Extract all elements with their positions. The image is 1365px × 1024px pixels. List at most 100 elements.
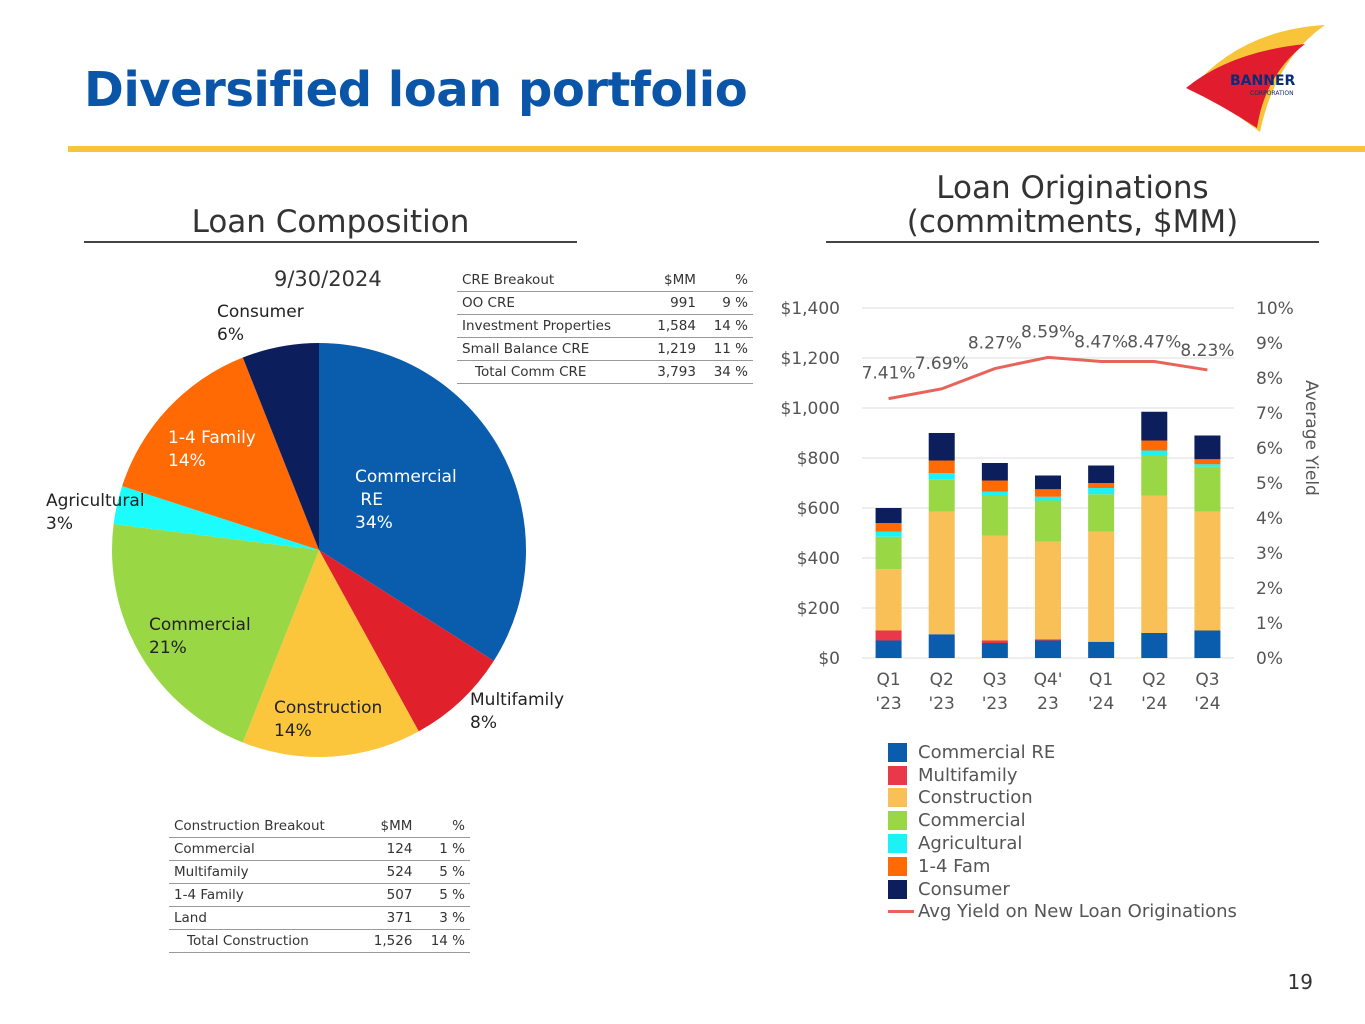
y2-tick-label: 3% (1256, 544, 1283, 564)
bar-segment (1035, 496, 1061, 501)
bar-segment (1141, 455, 1168, 496)
legend-swatch (888, 834, 907, 854)
pie-label-1-4-family: 1-4 Family 14% (168, 427, 256, 473)
table-cell: 524 (386, 864, 413, 880)
legend-label: 1-4 Fam (918, 855, 991, 877)
bar-segment (1088, 488, 1115, 495)
x-tick-label: '23 (982, 694, 1008, 714)
table-cell: Small Balance CRE (462, 341, 590, 357)
table-cell: 507 (386, 887, 413, 903)
y-tick-label: $1,200 (781, 349, 840, 369)
legend-line-swatch (888, 910, 914, 914)
bar-segment (981, 463, 1008, 481)
y-tick-label: $1,400 (781, 299, 840, 319)
y-tick-label: $600 (797, 499, 840, 519)
chart-legend: Commercial RE Multifamily Construction C… (888, 741, 1237, 923)
table-cell: 14 % (430, 933, 465, 949)
table-header: CRE Breakout (462, 272, 555, 288)
bar-segment (1194, 464, 1221, 467)
bar-segment (1035, 500, 1061, 542)
banner-logo: BANNER CORPORATION (1186, 25, 1325, 132)
yield-data-label: 8.23% (1180, 341, 1234, 361)
legend-swatch (888, 742, 907, 762)
x-tick-label: Q4' (1034, 670, 1063, 690)
y2-tick-label: 6% (1256, 439, 1283, 459)
bar-segment (875, 630, 902, 641)
bar-segment (928, 473, 955, 480)
pie-label-construction-pct: 14% (274, 721, 312, 741)
x-tick-label: '23 (929, 694, 955, 714)
bar-segment (928, 460, 955, 473)
table-header: $MM (664, 272, 696, 288)
pie-slice-2 (242, 550, 419, 757)
pie-label-construction: Construction 14% (274, 697, 382, 743)
loan-composition-title: Loan Composition (191, 204, 470, 240)
table-header: % (735, 272, 748, 288)
table-cell: 3,793 (657, 364, 696, 380)
yield-data-label: 8.27% (968, 334, 1022, 354)
pie-slice-1 (319, 550, 494, 732)
table-cell: Commercial (174, 841, 255, 857)
table-cell: 991 (670, 295, 696, 311)
table-cell: 1,219 (657, 341, 696, 357)
pie-label-multifamily: Multifamily 8% (470, 689, 564, 735)
bar-segment (981, 535, 1008, 641)
table-cell: 1,526 (373, 933, 413, 949)
x-tick-label: Q3 (1195, 670, 1219, 690)
pie-label-1-4-family-name: 1-4 Family (168, 428, 256, 448)
yield-data-label: 8.47% (1127, 333, 1181, 353)
bar-segment (1194, 466, 1221, 512)
legend-label: Avg Yield on New Loan Originations (918, 901, 1237, 923)
legend-item-1-4-fam: 1-4 Fam (888, 855, 1237, 878)
bar-segment (928, 511, 955, 635)
bar-segment (1035, 640, 1061, 658)
legend-label: Commercial RE (918, 741, 1056, 763)
bar-segment (875, 536, 902, 570)
table-row: Land 371 3 % (169, 907, 470, 930)
table-row: OO CRE 991 9 % (457, 292, 753, 315)
loan-originations-title-line2: (commitments, $MM) (906, 204, 1239, 240)
pie-label-consumer-name: Consumer (217, 302, 304, 322)
pie-label-commercial-re: Commercial RE 34% (355, 466, 457, 535)
table-cell: 5 % (439, 864, 465, 880)
bar-segment (875, 640, 902, 658)
pie-label-consumer-pct: 6% (217, 325, 244, 345)
y-tick-label: $400 (797, 549, 840, 569)
legend-item-commercial: Commercial (888, 809, 1237, 832)
bar-segment (928, 479, 955, 512)
legend-swatch (888, 765, 907, 785)
bar-segment (928, 433, 955, 461)
table-cell: 9 % (722, 295, 748, 311)
x-tick-label: '23 (875, 694, 901, 714)
table-cell: 34 % (713, 364, 748, 380)
pie-label-consumer: Consumer 6% (217, 301, 304, 347)
y2-tick-label: 1% (1256, 614, 1283, 634)
x-tick-label: Q3 (983, 670, 1007, 690)
loan-originations-title: Loan Originations (commitments, $MM) (826, 171, 1319, 239)
table-row: Multifamily 524 5 % (169, 861, 470, 884)
bar-segment (1141, 450, 1168, 456)
bar-segment (981, 643, 1008, 658)
bar-segment (875, 523, 902, 532)
legend-swatch (888, 788, 907, 808)
x-tick-label: Q2 (1142, 670, 1166, 690)
legend-item-multifamily: Multifamily (888, 764, 1237, 787)
pie-date: 9/30/2024 (274, 267, 382, 291)
bar-segment (928, 634, 955, 658)
table-header-row: CRE Breakout $MM % (457, 269, 753, 292)
avg-yield-line (888, 355, 1208, 401)
bar-segment (981, 640, 1008, 643)
table-header: % (452, 818, 465, 834)
table-cell: 1,584 (657, 318, 696, 334)
logo-subtext: CORPORATION (1250, 90, 1294, 97)
y2-axis-title: Average Yield (1301, 380, 1321, 496)
table-cell: 5 % (439, 887, 465, 903)
legend-swatch (888, 811, 907, 831)
y2-tick-label: 10% (1256, 299, 1294, 319)
bar-segment (1035, 639, 1061, 641)
y2-tick-label: 4% (1256, 509, 1283, 529)
bar-segment (1088, 531, 1115, 642)
y2-tick-label: 8% (1256, 369, 1283, 389)
legend-swatch (888, 856, 907, 876)
bar-segment (981, 480, 1008, 492)
